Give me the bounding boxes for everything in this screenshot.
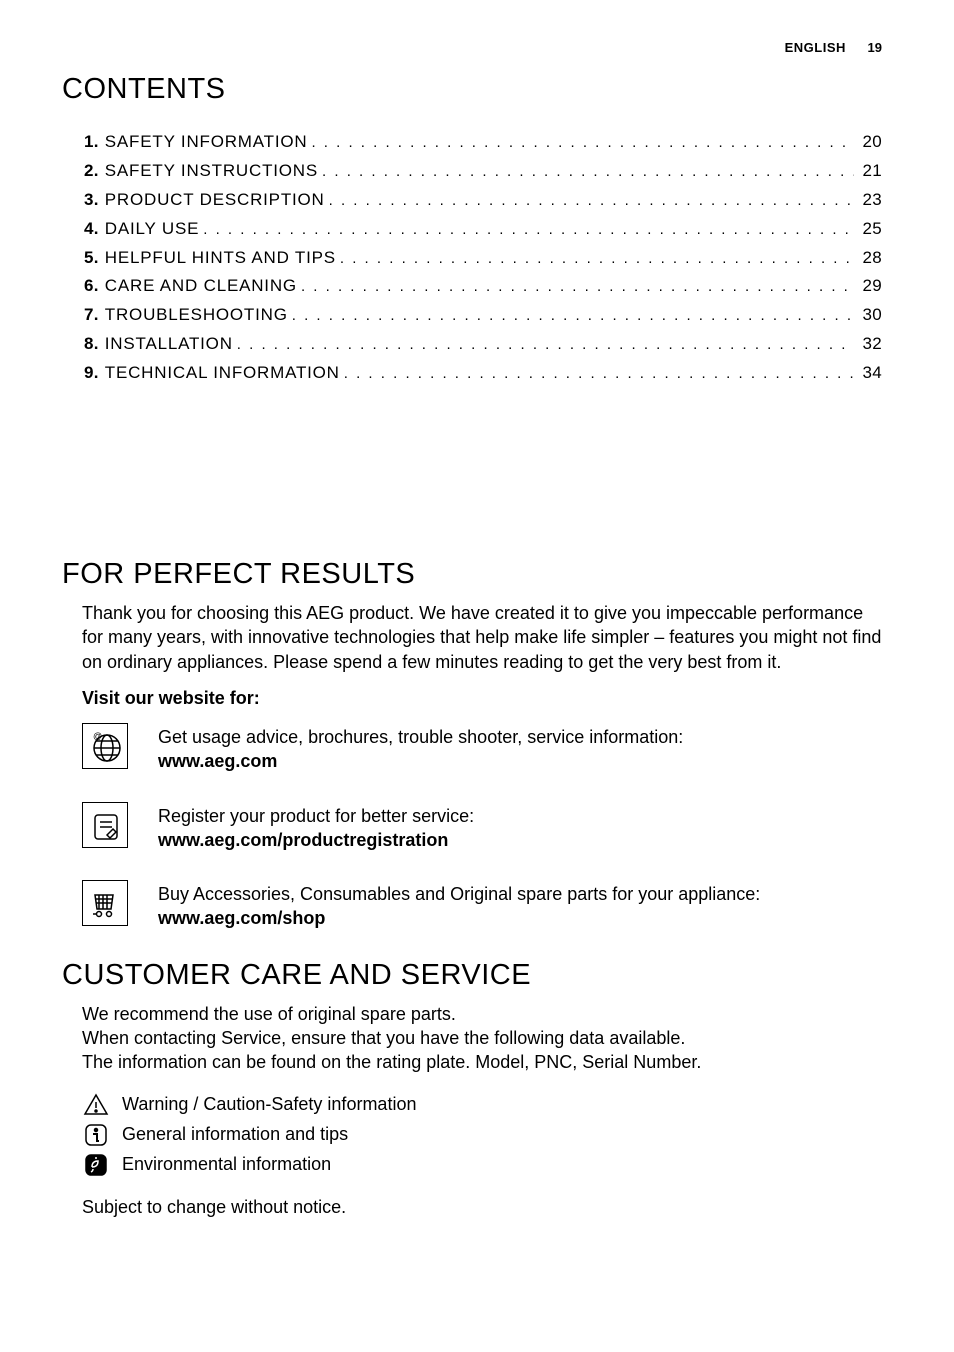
- customer-care-line: When contacting Service, ensure that you…: [82, 1026, 882, 1050]
- visit-website-label: Visit our website for:: [82, 688, 882, 709]
- toc-title: TECHNICAL INFORMATION: [105, 359, 340, 388]
- toc-number: 8.: [84, 330, 99, 359]
- website-text: Buy Accessories, Consumables and Origina…: [158, 880, 760, 931]
- toc-number: 3.: [84, 186, 99, 215]
- toc-number: 4.: [84, 215, 99, 244]
- toc-title: SAFETY INFORMATION: [105, 128, 308, 157]
- toc-dots: . . . . . . . . . . . . . . . . . . . . …: [292, 303, 855, 329]
- toc-number: 5.: [84, 244, 99, 273]
- language-label: ENGLISH: [785, 40, 846, 55]
- toc-dots: . . . . . . . . . . . . . . . . . . . . …: [203, 217, 854, 243]
- toc-number: 1.: [84, 128, 99, 157]
- toc-title: INSTALLATION: [105, 330, 233, 359]
- toc-title: HELPFUL HINTS AND TIPS: [105, 244, 336, 273]
- contents-heading: CONTENTS: [62, 73, 882, 106]
- toc-item: 5. HELPFUL HINTS AND TIPS . . . . . . . …: [84, 244, 882, 273]
- website-list: @ Get usage advice, brochures, trouble s…: [82, 723, 882, 931]
- globe-icon: @: [82, 723, 128, 769]
- register-icon: [82, 802, 128, 848]
- customer-care-line: We recommend the use of original spare p…: [82, 1002, 882, 1026]
- cart-icon: [82, 880, 128, 926]
- customer-care-heading: CUSTOMER CARE AND SERVICE: [62, 959, 882, 992]
- legend-text: General information and tips: [122, 1124, 348, 1145]
- website-item: Buy Accessories, Consumables and Origina…: [82, 880, 882, 931]
- toc-item: 8. INSTALLATION . . . . . . . . . . . . …: [84, 330, 882, 359]
- website-item: Register your product for better service…: [82, 802, 882, 853]
- toc-title: SAFETY INSTRUCTIONS: [105, 157, 318, 186]
- toc-dots: . . . . . . . . . . . . . . . . . . . . …: [329, 188, 855, 214]
- toc-item: 4. DAILY USE . . . . . . . . . . . . . .…: [84, 215, 882, 244]
- toc-page: 32: [862, 330, 882, 359]
- website-url: www.aeg.com/shop: [158, 906, 760, 930]
- footer-notice: Subject to change without notice.: [82, 1197, 882, 1218]
- svg-text:@: @: [93, 731, 102, 741]
- page-header: ENGLISH 19: [62, 40, 882, 55]
- website-text: Register your product for better service…: [158, 802, 474, 853]
- table-of-contents: 1. SAFETY INFORMATION . . . . . . . . . …: [84, 128, 882, 388]
- website-url: www.aeg.com/productregistration: [158, 828, 474, 852]
- page-number: 19: [868, 40, 882, 55]
- website-url: www.aeg.com: [158, 749, 683, 773]
- toc-page: 23: [862, 186, 882, 215]
- toc-page: 34: [862, 359, 882, 388]
- legend-text: Warning / Caution-Safety information: [122, 1094, 416, 1115]
- toc-number: 2.: [84, 157, 99, 186]
- toc-page: 20: [862, 128, 882, 157]
- toc-dots: . . . . . . . . . . . . . . . . . . . . …: [344, 361, 855, 387]
- legend-item: Environmental information: [82, 1153, 882, 1177]
- customer-care-text: We recommend the use of original spare p…: [82, 1002, 882, 1075]
- toc-dots: . . . . . . . . . . . . . . . . . . . . …: [237, 332, 855, 358]
- toc-dots: . . . . . . . . . . . . . . . . . . . . …: [340, 246, 855, 272]
- toc-page: 30: [862, 301, 882, 330]
- eco-icon: [82, 1153, 110, 1177]
- perfect-results-heading: FOR PERFECT RESULTS: [62, 558, 882, 591]
- legend-item: General information and tips: [82, 1123, 882, 1147]
- toc-page: 21: [862, 157, 882, 186]
- toc-item: 9. TECHNICAL INFORMATION . . . . . . . .…: [84, 359, 882, 388]
- website-description: Get usage advice, brochures, trouble sho…: [158, 725, 683, 749]
- toc-title: TROUBLESHOOTING: [105, 301, 288, 330]
- toc-page: 29: [862, 272, 882, 301]
- website-text: Get usage advice, brochures, trouble sho…: [158, 723, 683, 774]
- perfect-results-intro: Thank you for choosing this AEG product.…: [82, 601, 882, 674]
- toc-number: 6.: [84, 272, 99, 301]
- toc-item: 2. SAFETY INSTRUCTIONS . . . . . . . . .…: [84, 157, 882, 186]
- warning-icon: [82, 1093, 110, 1117]
- website-item: @ Get usage advice, brochures, trouble s…: [82, 723, 882, 774]
- toc-dots: . . . . . . . . . . . . . . . . . . . . …: [322, 159, 854, 185]
- website-description: Register your product for better service…: [158, 804, 474, 828]
- info-icon: [82, 1123, 110, 1147]
- website-description: Buy Accessories, Consumables and Origina…: [158, 882, 760, 906]
- toc-item: 6. CARE AND CLEANING . . . . . . . . . .…: [84, 272, 882, 301]
- toc-title: DAILY USE: [105, 215, 199, 244]
- customer-care-section: CUSTOMER CARE AND SERVICE We recommend t…: [62, 959, 882, 1218]
- toc-item: 3. PRODUCT DESCRIPTION . . . . . . . . .…: [84, 186, 882, 215]
- toc-title: PRODUCT DESCRIPTION: [105, 186, 325, 215]
- legend-text: Environmental information: [122, 1154, 331, 1175]
- toc-title: CARE AND CLEANING: [105, 272, 297, 301]
- toc-item: 1. SAFETY INFORMATION . . . . . . . . . …: [84, 128, 882, 157]
- toc-number: 7.: [84, 301, 99, 330]
- toc-page: 25: [862, 215, 882, 244]
- toc-dots: . . . . . . . . . . . . . . . . . . . . …: [311, 130, 854, 156]
- toc-number: 9.: [84, 359, 99, 388]
- legend-list: Warning / Caution-Safety information Gen…: [82, 1093, 882, 1177]
- toc-page: 28: [862, 244, 882, 273]
- legend-item: Warning / Caution-Safety information: [82, 1093, 882, 1117]
- customer-care-line: The information can be found on the rati…: [82, 1050, 882, 1074]
- toc-dots: . . . . . . . . . . . . . . . . . . . . …: [301, 274, 855, 300]
- toc-item: 7. TROUBLESHOOTING . . . . . . . . . . .…: [84, 301, 882, 330]
